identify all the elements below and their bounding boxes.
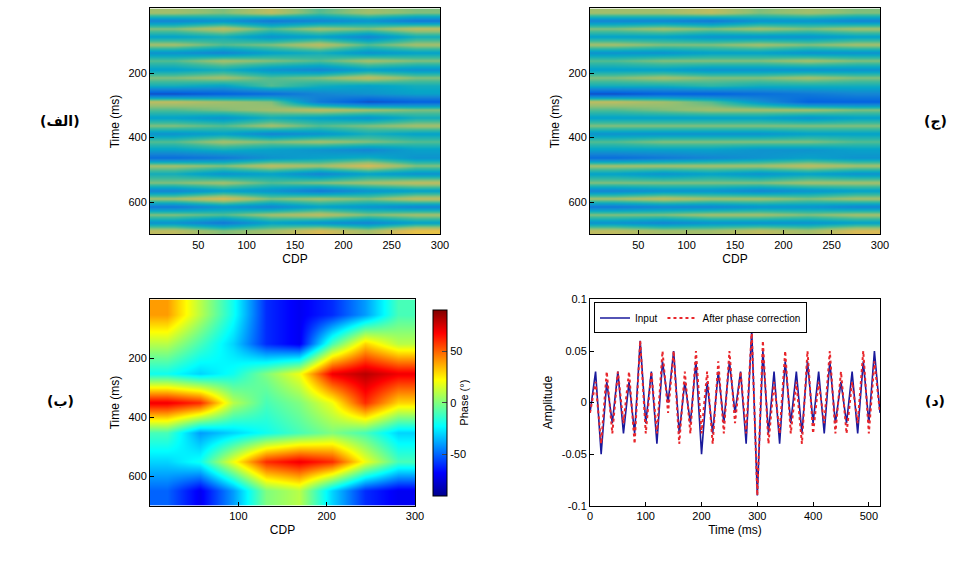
svg-text:Time (ms): Time (ms)	[548, 95, 562, 149]
svg-text:500: 500	[860, 510, 878, 522]
svg-text:50: 50	[632, 239, 644, 251]
svg-text:Time (ms): Time (ms)	[108, 376, 122, 430]
svg-text:CDP: CDP	[282, 252, 307, 266]
svg-text:50: 50	[192, 239, 204, 251]
svg-text:0: 0	[581, 396, 587, 408]
svg-text:(ب): (ب)	[47, 393, 74, 409]
svg-text:400: 400	[128, 411, 146, 423]
svg-text:-0.1: -0.1	[568, 500, 587, 512]
svg-text:0.1: 0.1	[572, 293, 587, 305]
svg-text:600: 600	[128, 470, 146, 482]
svg-text:CDP: CDP	[722, 252, 747, 266]
svg-text:200: 200	[692, 510, 710, 522]
svg-text:-50: -50	[450, 448, 466, 460]
svg-text:300: 300	[406, 510, 424, 522]
svg-text:-0.05: -0.05	[562, 448, 587, 460]
svg-text:400: 400	[804, 510, 822, 522]
svg-text:200: 200	[128, 352, 146, 364]
svg-text:Time (ms): Time (ms)	[108, 95, 122, 149]
svg-text:600: 600	[568, 196, 586, 208]
svg-text:200: 200	[568, 67, 586, 79]
svg-text:Amplitude: Amplitude	[541, 376, 555, 430]
svg-text:200: 200	[774, 239, 792, 251]
svg-text:300: 300	[748, 510, 766, 522]
svg-text:Time (ms): Time (ms)	[708, 523, 762, 537]
svg-text:600: 600	[128, 196, 146, 208]
svg-text:100: 100	[637, 510, 655, 522]
svg-text:250: 250	[822, 239, 840, 251]
svg-text:400: 400	[128, 131, 146, 143]
svg-text:200: 200	[128, 67, 146, 79]
svg-text:300: 300	[431, 239, 449, 251]
svg-text:150: 150	[726, 239, 744, 251]
svg-text:400: 400	[568, 131, 586, 143]
svg-text:Input: Input	[635, 313, 657, 324]
svg-text:200: 200	[317, 510, 335, 522]
svg-text:100: 100	[229, 510, 247, 522]
svg-text:0: 0	[587, 510, 593, 522]
svg-text:Phase (°): Phase (°)	[458, 380, 470, 426]
svg-text:0: 0	[450, 397, 456, 409]
svg-text:300: 300	[871, 239, 889, 251]
svg-text:(الف): (الف)	[40, 113, 80, 129]
svg-text:250: 250	[382, 239, 400, 251]
svg-text:After phase correction: After phase correction	[702, 313, 800, 324]
svg-text:150: 150	[286, 239, 304, 251]
svg-text:(ج): (ج)	[924, 113, 947, 130]
svg-text:0.05: 0.05	[565, 345, 586, 357]
svg-text:CDP: CDP	[270, 523, 295, 537]
svg-text:100: 100	[237, 239, 255, 251]
svg-text:50: 50	[450, 345, 462, 357]
svg-text:(د): (د)	[925, 393, 945, 409]
svg-text:100: 100	[677, 239, 695, 251]
svg-text:200: 200	[334, 239, 352, 251]
